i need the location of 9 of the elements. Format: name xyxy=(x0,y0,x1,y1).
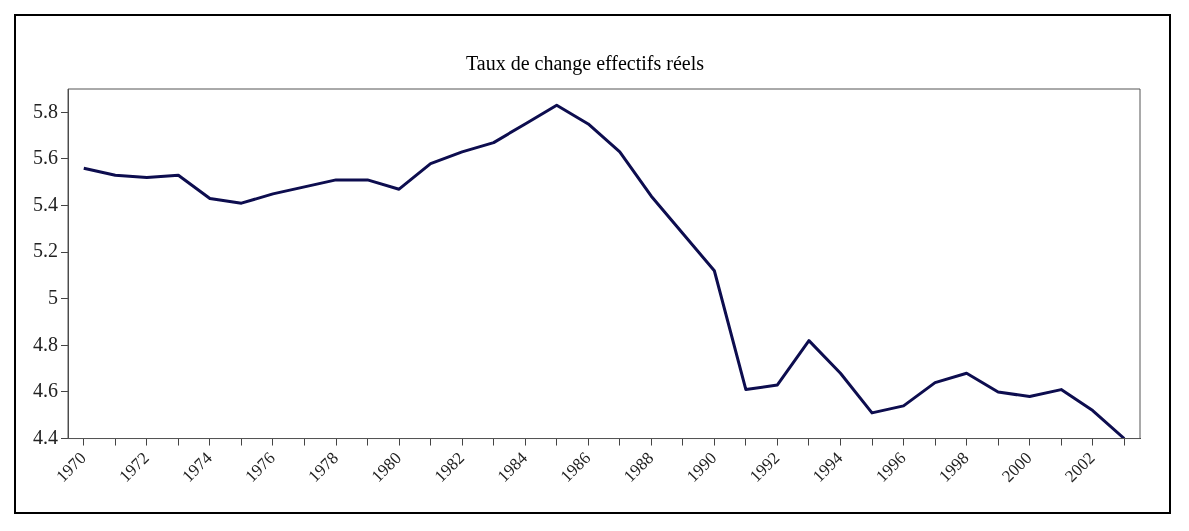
chart-title: Taux de change effectifs réels xyxy=(465,52,705,76)
y-tick-label: 5.8 xyxy=(33,99,58,122)
y-tick-label: 4.6 xyxy=(33,379,58,402)
y-tick-label: 4.8 xyxy=(33,332,58,355)
y-tick-label: 5.6 xyxy=(33,146,58,169)
y-tick-label: 5 xyxy=(48,285,58,308)
y-tick-label: 5.2 xyxy=(33,239,58,262)
y-tick-label: 5.4 xyxy=(33,192,58,215)
y-tick-label: 4.4 xyxy=(33,425,58,448)
